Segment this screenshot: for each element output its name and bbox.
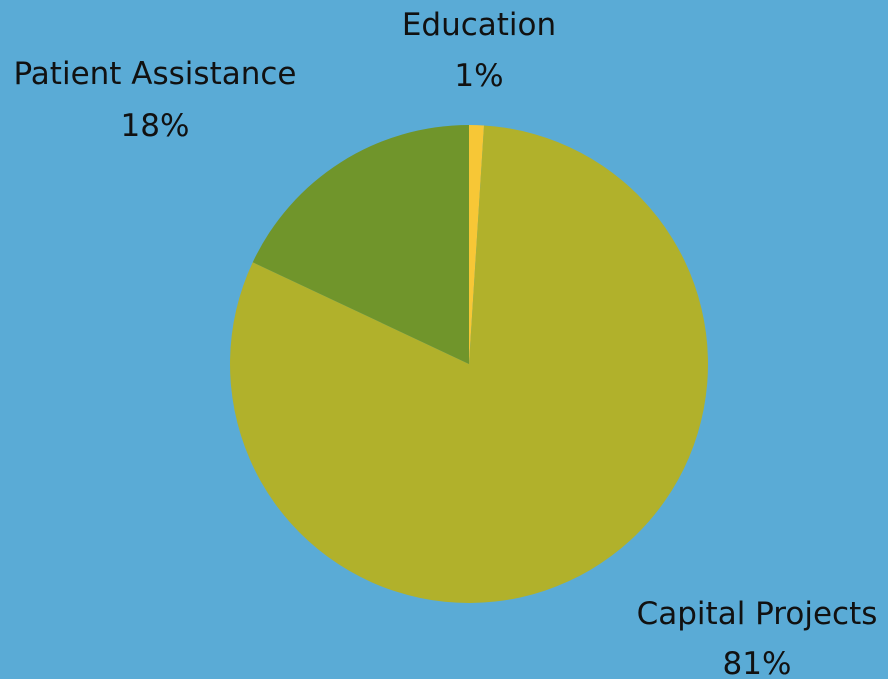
slice-name-patient-assistance: Patient Assistance bbox=[14, 56, 297, 92]
slice-label-patient-assistance: Patient Assistance 18% bbox=[14, 56, 297, 144]
pie-slice-patient-assistance bbox=[252, 125, 469, 364]
slice-value-education: 1% bbox=[454, 58, 503, 94]
slice-value-capital-projects: 81% bbox=[723, 646, 792, 679]
pie-slice-education bbox=[469, 125, 485, 364]
slice-label-capital-projects: Capital Projects 81% bbox=[637, 596, 878, 679]
slice-name-education: Education bbox=[402, 7, 556, 43]
pie-slice-capital-projects bbox=[230, 125, 709, 603]
slice-label-education: Education 1% bbox=[402, 7, 556, 94]
slice-value-patient-assistance: 18% bbox=[121, 108, 190, 144]
pie-slices bbox=[230, 125, 709, 603]
slice-name-capital-projects: Capital Projects bbox=[637, 596, 878, 632]
